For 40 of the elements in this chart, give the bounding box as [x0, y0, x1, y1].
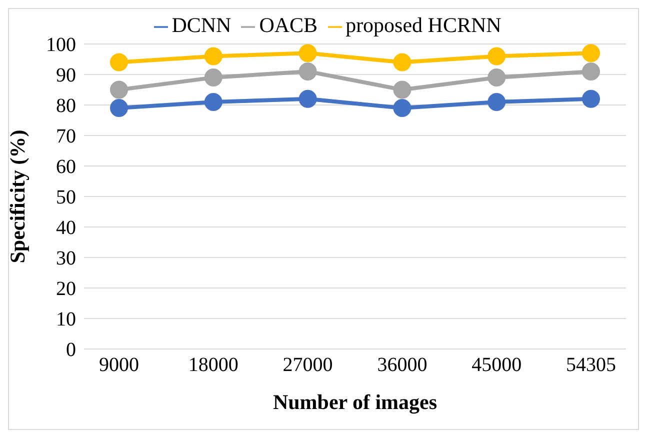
- y-tick-label: 0: [66, 339, 76, 362]
- point: [204, 68, 222, 87]
- point: [582, 62, 600, 80]
- point: [204, 47, 222, 66]
- point: [582, 90, 600, 108]
- point: [204, 92, 222, 111]
- point: [393, 80, 412, 99]
- y-tick-label: 40: [56, 217, 76, 240]
- y-axis-title: Specificity (%): [5, 130, 30, 264]
- legend-label: OACB: [259, 13, 318, 37]
- y-tick-label: 80: [56, 95, 76, 118]
- point: [110, 53, 128, 72]
- point: [488, 92, 506, 111]
- point: [110, 99, 128, 118]
- y-tick-label: 30: [56, 248, 76, 270]
- y-tick-label: 90: [56, 64, 76, 87]
- point: [298, 90, 317, 108]
- x-tick-label: 45000: [472, 354, 522, 376]
- point: [298, 44, 317, 62]
- point: [393, 53, 412, 72]
- point: [298, 62, 317, 80]
- x-axis-title: Number of images: [272, 390, 438, 414]
- y-tick-label: 20: [56, 278, 76, 300]
- x-tick-label: 9000: [99, 354, 139, 376]
- legend-label: proposed HCRNN: [346, 13, 502, 37]
- x-tick-label: 54305: [566, 354, 616, 376]
- legend-label: DCNN: [172, 13, 232, 37]
- y-tick-label: 70: [56, 126, 76, 148]
- y-tick-label: 50: [56, 186, 76, 209]
- x-tick-label: 27000: [282, 354, 333, 376]
- x-tick-label: 36000: [377, 354, 428, 376]
- point: [488, 68, 506, 87]
- y-tick-label: 60: [56, 156, 76, 178]
- y-tick-label: 10: [56, 308, 76, 331]
- point: [488, 47, 506, 66]
- point: [582, 44, 600, 62]
- x-tick-label: 18000: [188, 354, 238, 376]
- y-tick-label: 100: [46, 34, 76, 56]
- point: [110, 80, 128, 99]
- point: [393, 99, 412, 118]
